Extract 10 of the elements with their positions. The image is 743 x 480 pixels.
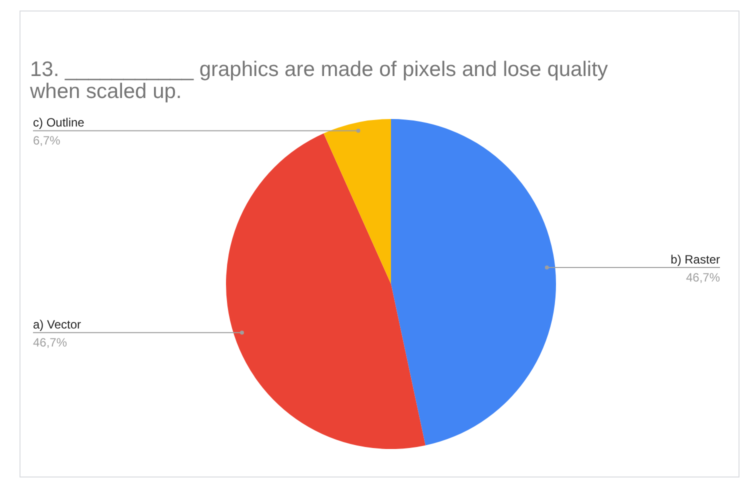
pie-slice bbox=[324, 119, 391, 284]
slice-label: a) Vector bbox=[33, 318, 82, 332]
data-label: 46,7% bbox=[33, 336, 68, 350]
slice-label: c) Outline bbox=[33, 116, 85, 130]
pie-slice bbox=[226, 133, 426, 449]
chart-title: 13. ___________ graphics are made of pixels and lose quality when scaled up. bbox=[29, 58, 608, 103]
data-label: 46,7% bbox=[686, 270, 720, 285]
pie-slice bbox=[391, 119, 556, 446]
slice-label: b) Raster bbox=[670, 252, 720, 267]
data-label: 6,7% bbox=[33, 134, 61, 148]
